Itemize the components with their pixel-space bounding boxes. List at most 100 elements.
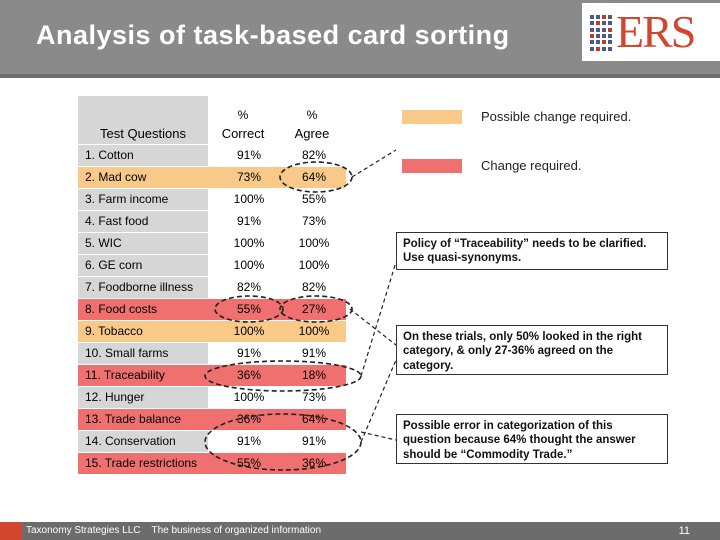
question-cell: 12. Hunger [78,385,208,408]
question-cell: 9. Tobacco [78,319,208,342]
correct-value: 100% [233,324,265,338]
connector-trials-2 [360,359,397,443]
agree-cell: 64% [278,407,346,430]
logo-dot-grid-icon [590,15,612,51]
agree-cell: 82% [278,275,346,298]
header-correct-label: Correct [221,125,265,141]
oval-food-costs [214,295,284,323]
table-row: 13. Trade balance 36% 64% [78,407,346,430]
header-correct: % Correct [208,96,278,144]
oval-mad-cow [279,161,353,193]
correct-cell: 91% [208,341,278,364]
correct-value: 100% [233,258,265,272]
agree-value: 82% [301,148,327,162]
correct-value: 100% [233,192,265,206]
correct-value: 91% [236,346,262,360]
correct-cell: 36% [208,407,278,430]
legend-possible-label: Possible change required. [481,109,632,124]
table-row: 11. Traceability 36% 18% [78,363,346,386]
correct-value: 91% [236,434,262,448]
agree-value: 27% [301,302,327,316]
correct-cell: 36% [208,363,278,386]
correct-cell: 91% [208,143,278,166]
question-cell: 11. Traceability [78,363,208,386]
question-cell: 15. Trade restrictions [78,451,208,474]
header-test-questions: Test Questions [78,96,208,144]
table-row: 10. Small farms 91% 91% [78,341,346,364]
table-row: 1. Cotton 91% 82% [78,143,346,166]
title-bar: Analysis of task-based card sorting ERS [0,0,720,78]
logo-text: ERS [616,6,696,57]
question-cell: 2. Mad cow [78,165,208,188]
table-header-row: Test Questions % Correct % Agree [78,96,346,144]
correct-value: 36% [236,368,262,382]
correct-value: 91% [236,148,262,162]
table-row: 8. Food costs 55% 27% [78,297,346,320]
correct-value: 100% [233,390,265,404]
question-cell: 3. Farm income [78,187,208,210]
correct-cell: 91% [208,209,278,232]
legend-change-label: Change required. [481,158,582,173]
footer-mark-icon [0,522,22,540]
correct-cell: 100% [208,231,278,254]
header-agree-pct: % [306,107,318,122]
oval-traceability [204,360,362,392]
correct-cell: 55% [208,297,278,320]
agree-cell: 73% [278,385,346,408]
legend-change-swatch [402,159,462,173]
table-row: 12. Hunger 100% 73% [78,385,346,408]
agree-cell: 91% [278,341,346,364]
page-number: 11 [678,525,690,537]
agree-value: 64% [301,170,327,184]
question-cell: 13. Trade balance [78,407,208,430]
connector-policy [360,261,397,377]
correct-cell: 82% [208,275,278,298]
agree-cell: 100% [278,319,346,342]
agree-cell: 100% [278,253,346,276]
table-row: 3. Farm income 100% 55% [78,187,346,210]
question-cell: 7. Foodborne illness [78,275,208,298]
agree-cell: 55% [278,187,346,210]
correct-value: 55% [236,302,262,316]
agree-value: 100% [298,258,330,272]
table-row: 7. Foodborne illness 82% 82% [78,275,346,298]
question-cell: 14. Conservation [78,429,208,452]
question-cell: 5. WIC [78,231,208,254]
agree-value: 100% [298,236,330,250]
connector-legend [351,149,397,178]
slide-title: Analysis of task-based card sorting [36,20,510,50]
agree-value: 100% [298,324,330,338]
connector-trials-1 [349,308,397,346]
results-table: Test Questions % Correct % Agree 1. Cott… [78,96,346,474]
note-categorization: Possible error in categorization of this… [396,414,668,464]
question-cell: 10. Small farms [78,341,208,364]
agree-cell: 18% [278,363,346,386]
correct-cell: 55% [208,451,278,474]
agree-value: 18% [301,368,327,382]
oval-food-costs-agree [279,295,353,323]
correct-cell: 100% [208,319,278,342]
correct-value: 100% [233,236,265,250]
agree-cell: 73% [278,209,346,232]
correct-cell: 91% [208,429,278,452]
agree-value: 73% [301,214,327,228]
legend-possible-swatch [402,110,462,124]
question-cell: 1. Cotton [78,143,208,166]
agree-value: 82% [301,280,327,294]
note-trials: On these trials, only 50% looked in the … [396,325,668,375]
correct-cell: 100% [208,187,278,210]
agree-value: 55% [301,192,327,206]
table-row: 9. Tobacco 100% 100% [78,319,346,342]
question-cell: 4. Fast food [78,209,208,232]
footer-bar: Taxonomy Strategies LLC The business of … [0,522,720,540]
agree-cell: 64% [278,165,346,188]
header-agree: % Agree [278,96,346,144]
table-row: 14. Conservation 91% 91% [78,429,346,452]
correct-value: 55% [236,456,262,471]
correct-cell: 73% [208,165,278,188]
correct-value: 91% [236,214,262,228]
question-cell: 8. Food costs [78,297,208,320]
header-correct-pct: % [237,107,249,122]
agree-value: 73% [301,390,327,404]
